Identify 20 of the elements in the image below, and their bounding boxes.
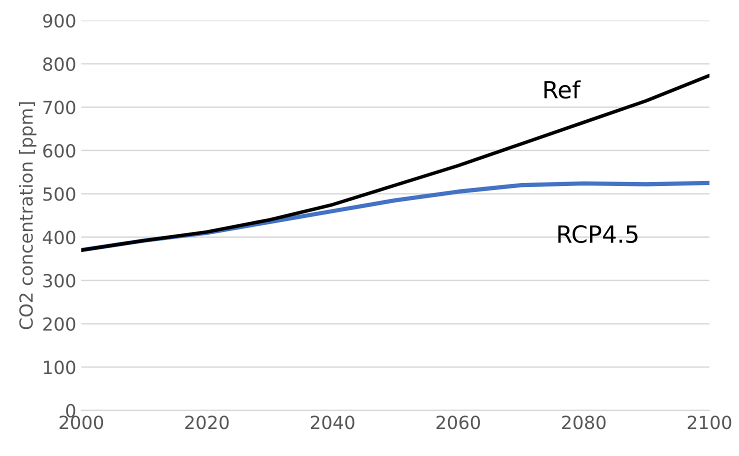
y-tick-label: 700 [43,100,76,114]
y-tick-label: 0 [66,404,76,418]
x-tick-label: 2080 [562,416,606,430]
x-tick-label: 2000 [60,416,104,430]
line-series [81,74,710,252]
y-tick-label: 500 [43,187,76,201]
x-tick-label: 2040 [310,416,354,430]
y-tick-label: 600 [43,144,76,158]
y-tick-label: 900 [43,14,76,28]
y-tick-label: 800 [43,57,76,71]
y-axis-title: CO2 concentration [ppm] [18,102,36,330]
y-tick-label: 100 [44,360,76,374]
x-tick-label: 2060 [436,416,480,430]
y-tick-label: 300 [43,274,76,288]
y-tick-label: 200 [43,317,76,331]
series-label: RCP4.5 [558,225,638,244]
x-tick-label: 2100 [688,416,732,430]
series-label: Ref [544,80,581,99]
y-tick-label: 400 [42,230,76,244]
x-tick-label: 2020 [185,416,229,430]
